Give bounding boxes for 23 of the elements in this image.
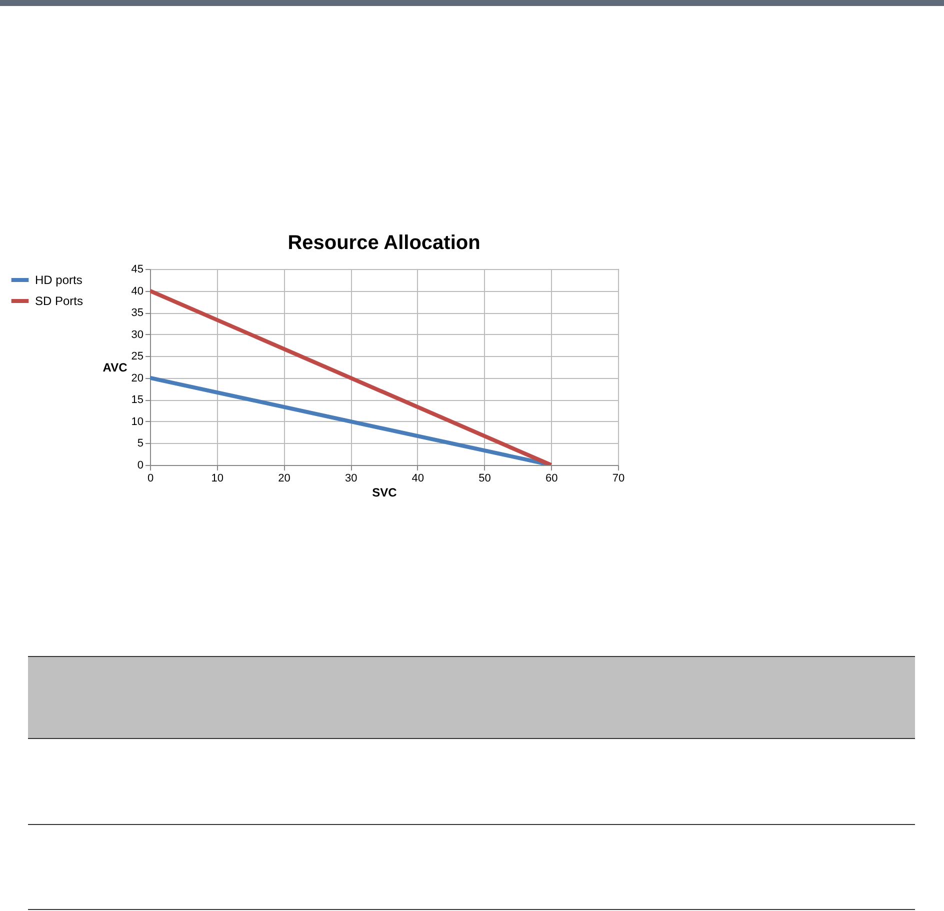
legend-label: SD Ports	[35, 294, 84, 308]
y-tick-label: 5	[137, 438, 144, 450]
y-tick-label: 0	[137, 460, 144, 472]
x-tick-label: 20	[278, 472, 290, 484]
y-tick-label: 15	[131, 394, 144, 406]
y-tick-label: 45	[131, 264, 144, 276]
y-axis-title: AVC	[102, 360, 128, 374]
x-tick-label: 0	[147, 472, 154, 484]
x-tick-label: 40	[412, 472, 424, 484]
legend-label: HD ports	[35, 273, 82, 287]
y-tick-label: 30	[131, 328, 144, 341]
y-tick-label: 20	[131, 372, 144, 384]
x-tick-label: 10	[211, 472, 224, 484]
y-tick-label: 25	[131, 350, 144, 363]
x-tick-label: 50	[478, 472, 491, 484]
y-tick-label: 40	[131, 285, 144, 298]
y-tick-label: 35	[131, 307, 144, 320]
chart-title: Resource Allocation	[288, 232, 480, 254]
x-axis-title: SVC	[372, 486, 398, 500]
x-tick-label: 70	[612, 472, 625, 484]
x-tick-label: 30	[344, 472, 358, 484]
x-tick-label: 60	[546, 472, 558, 484]
y-tick-label: 10	[131, 416, 144, 428]
